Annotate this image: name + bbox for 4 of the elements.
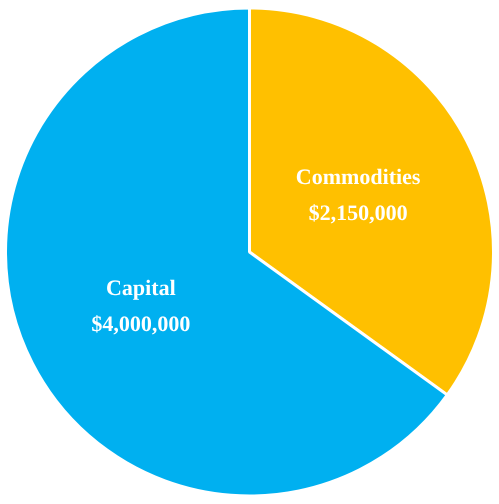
slice-label: Commodities	[296, 164, 421, 190]
data-label: $4,000,000	[91, 311, 190, 336]
slice-label: Capital	[106, 275, 176, 300]
data-label: $2,150,000	[308, 200, 408, 226]
